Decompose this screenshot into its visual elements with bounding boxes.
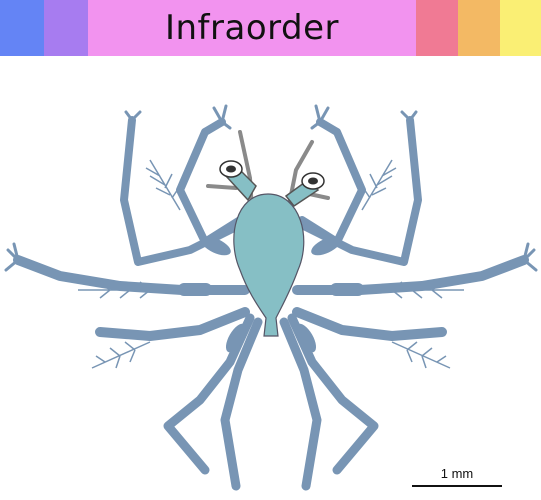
color-swatch-blue [0,0,44,56]
color-swatch-violet [44,0,88,56]
scale-bar: 1 mm [412,466,502,490]
header-bar: Infraorder [0,0,541,56]
leg-middle-left [13,255,250,341]
title-block: Infraorder [88,0,416,56]
leg-front-right [298,116,422,266]
color-swatch-red [416,0,458,56]
eye-right [284,172,325,208]
scale-bar-line [412,485,502,487]
sea-spider-illustration [4,104,538,491]
leg-hind-left [163,313,263,491]
color-swatch-orange [458,0,500,56]
scale-bar-label: 1 mm [440,466,474,481]
feathery-appendages [78,159,464,369]
leg-middle-right [292,255,529,341]
leg-joints [178,236,364,353]
leg-front-left [120,116,244,266]
leg-hind-right [279,313,379,491]
page-title: Infraorder [164,8,340,48]
eye-left [219,160,257,202]
body [233,193,305,337]
color-swatch-yellow [500,0,541,56]
